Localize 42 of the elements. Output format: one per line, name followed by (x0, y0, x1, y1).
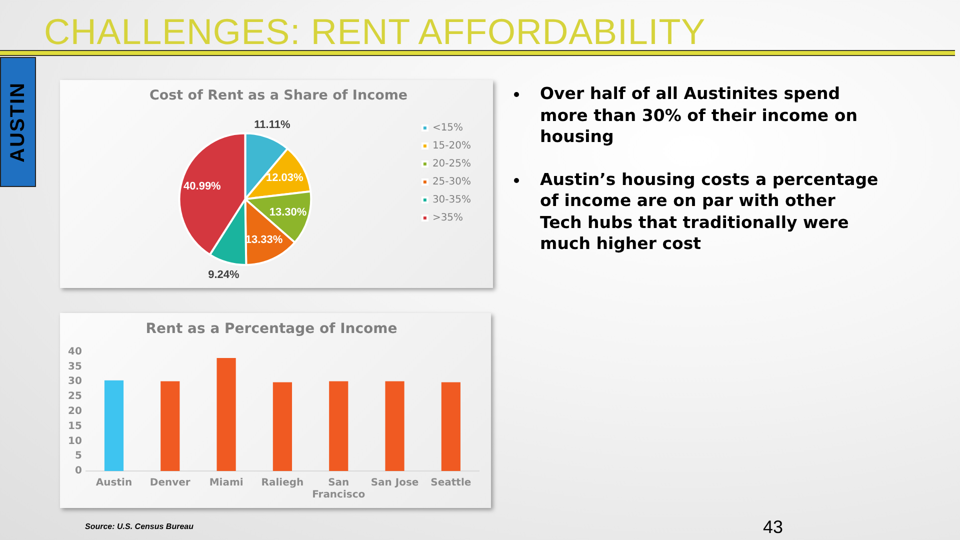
y-tick-label: 25 (68, 391, 82, 402)
data-label: 13.30% (269, 206, 307, 218)
bar (160, 381, 180, 471)
y-tick-label: 35 (68, 361, 82, 372)
y-tick-label: 40 (68, 346, 82, 358)
text: CHALLENGES: RENT AFFORDABILITY (44, 11, 706, 52)
chart-title: Cost of Rent as a Share of Income (149, 88, 408, 104)
y-tick-label: 0 (74, 466, 82, 477)
data-label: 12.03% (266, 172, 304, 184)
source-note: Source: U.S. Census Bureau (85, 522, 194, 531)
text: 43 (763, 517, 784, 538)
bar (216, 358, 236, 471)
chart-title: Rent as a Percentage of Income (146, 321, 398, 338)
legend-label: 20-25% (432, 158, 472, 170)
text: AUSTIN (6, 82, 30, 162)
bar (104, 380, 124, 471)
data-label: 11.11% (254, 118, 290, 131)
text: Over half of all Austinites spend more than 30% of their income on housing (540, 83, 858, 148)
y-tick-label: 20 (68, 406, 82, 417)
y-tick-label: 15 (68, 420, 82, 432)
text: Austin’s housing costs a percentage of income are on par with other Tech hubs that traditionally were much higher cost (540, 168, 880, 254)
x-tick-label: Austin (96, 478, 132, 489)
y-tick-label: 5 (74, 450, 82, 462)
x-tick-label: Denver (150, 478, 190, 489)
bar (272, 382, 292, 471)
bar (329, 381, 348, 471)
data-label: 40.99% (184, 180, 222, 193)
x-tick-label: San Jose (370, 478, 419, 489)
data-label: 9.24% (208, 269, 240, 282)
legend-label: 30-35% (432, 194, 472, 206)
y-tick-label: 10 (68, 436, 82, 447)
x-tick-label: San Francisco (312, 478, 366, 501)
legend-label: 15-20% (432, 140, 472, 152)
legend-label: <15% (432, 122, 464, 134)
legend-label: 25-30% (432, 176, 472, 188)
legend-label: >35% (432, 212, 464, 224)
x-tick-label: Seattle (430, 478, 472, 489)
x-tick-label: Raliegh (261, 478, 304, 489)
y-tick-label: 30 (68, 376, 82, 388)
bar (441, 382, 460, 471)
bar (385, 381, 404, 471)
x-tick-label: Miami (209, 478, 244, 489)
